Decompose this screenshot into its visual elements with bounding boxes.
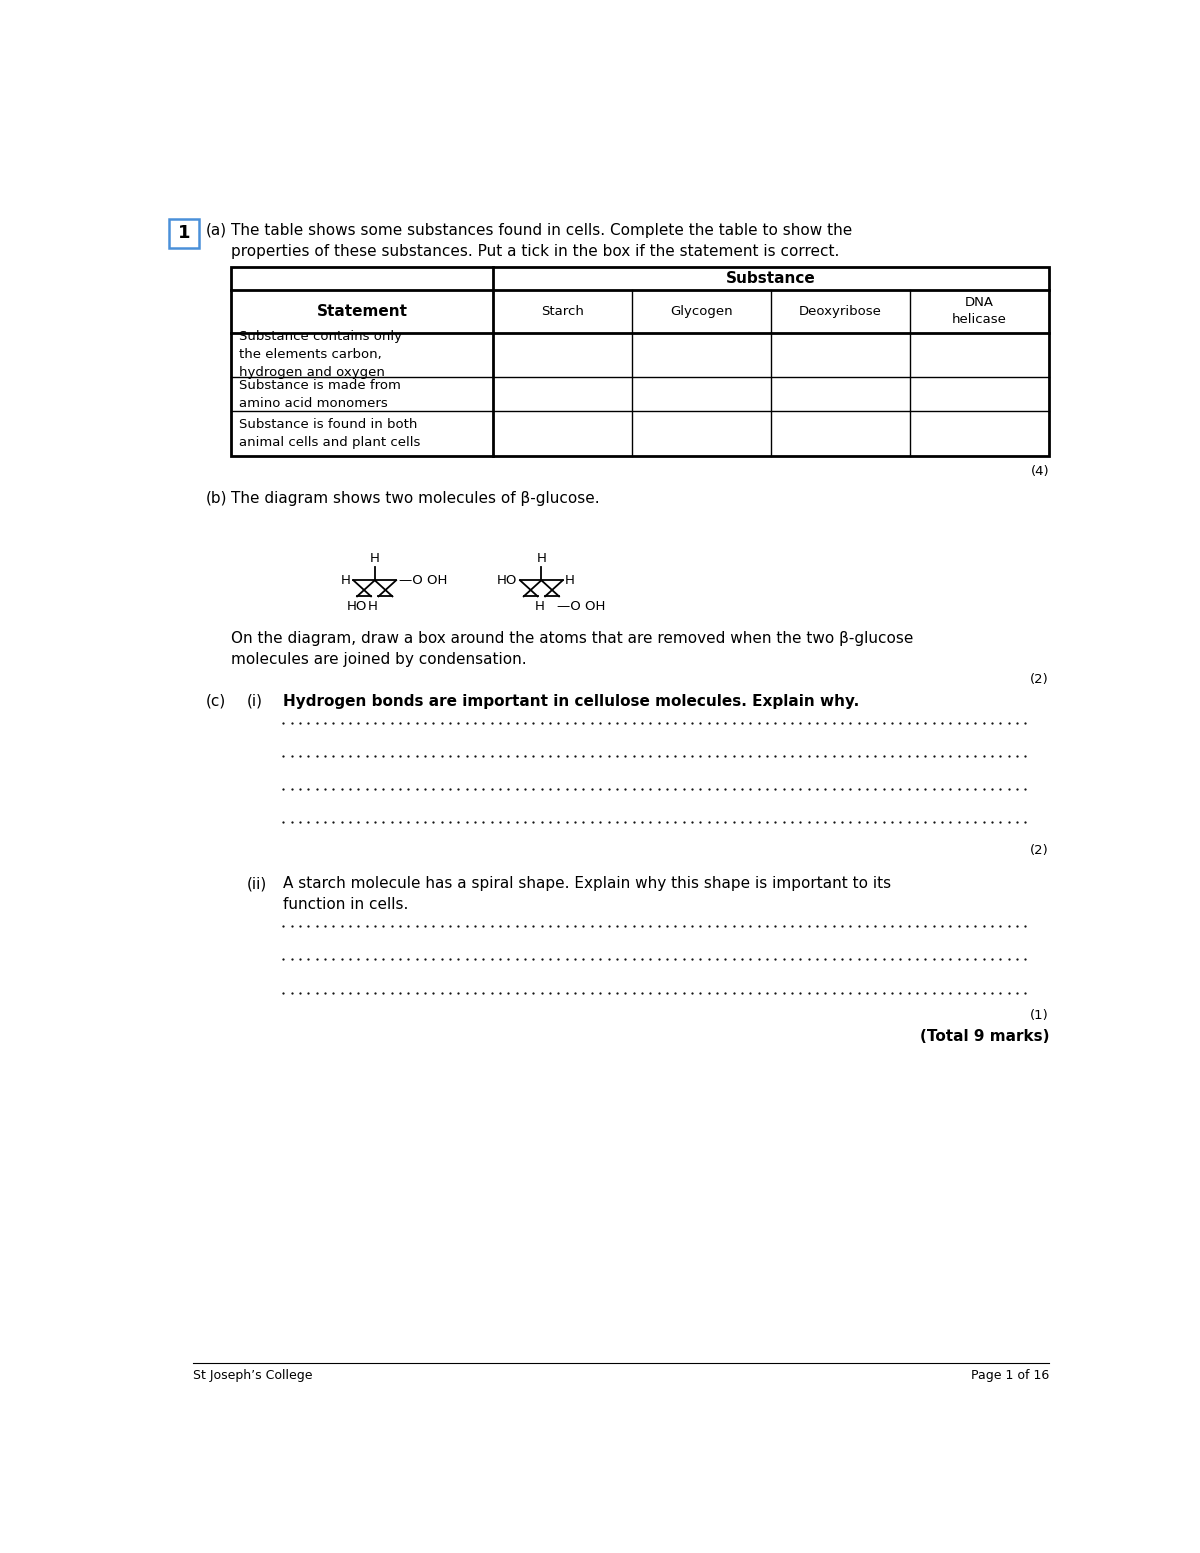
Text: (1): (1) bbox=[1031, 1009, 1049, 1022]
Text: Substance contains only
the elements carbon,
hydrogen and oxygen: Substance contains only the elements car… bbox=[239, 331, 402, 379]
Text: Page 1 of 16: Page 1 of 16 bbox=[971, 1370, 1049, 1382]
Text: Substance: Substance bbox=[726, 272, 816, 286]
Bar bbox=[232, 267, 1049, 457]
Text: H: H bbox=[341, 573, 350, 587]
Text: (b): (b) bbox=[206, 491, 227, 506]
Text: (2): (2) bbox=[1031, 672, 1049, 686]
Text: H: H bbox=[536, 551, 546, 565]
Text: H: H bbox=[370, 551, 379, 565]
Text: Starch: Starch bbox=[541, 304, 584, 318]
Text: (i): (i) bbox=[247, 694, 263, 708]
Text: HO: HO bbox=[497, 573, 517, 587]
Text: Substance is found in both
animal cells and plant cells: Substance is found in both animal cells … bbox=[239, 418, 420, 449]
Text: The table shows some substances found in cells. Complete the table to show the
p: The table shows some substances found in… bbox=[232, 222, 853, 258]
Text: (4): (4) bbox=[1031, 464, 1049, 478]
Text: (2): (2) bbox=[1031, 843, 1049, 857]
Text: Statement: Statement bbox=[317, 304, 408, 318]
Text: On the diagram, draw a box around the atoms that are removed when the two β-gluc: On the diagram, draw a box around the at… bbox=[232, 631, 913, 666]
Text: Glycogen: Glycogen bbox=[670, 304, 733, 318]
Text: —O OH: —O OH bbox=[557, 599, 606, 613]
Text: (a): (a) bbox=[206, 222, 227, 238]
Text: (Total 9 marks): (Total 9 marks) bbox=[919, 1028, 1049, 1044]
Text: Substance is made from
amino acid monomers: Substance is made from amino acid monome… bbox=[239, 379, 401, 410]
Text: DNA
helicase: DNA helicase bbox=[952, 297, 1007, 326]
FancyBboxPatch shape bbox=[169, 219, 199, 248]
Text: HO: HO bbox=[347, 599, 367, 613]
Text: A starch molecule has a spiral shape. Explain why this shape is important to its: A starch molecule has a spiral shape. Ex… bbox=[283, 876, 892, 912]
Text: (c): (c) bbox=[206, 694, 226, 708]
Text: (ii): (ii) bbox=[247, 876, 268, 891]
Text: The diagram shows two molecules of β-glucose.: The diagram shows two molecules of β-glu… bbox=[232, 491, 600, 506]
Text: St Joseph’s College: St Joseph’s College bbox=[193, 1370, 312, 1382]
Text: Hydrogen bonds are important in cellulose molecules. Explain why.: Hydrogen bonds are important in cellulos… bbox=[283, 694, 859, 708]
Text: H: H bbox=[565, 573, 575, 587]
Text: 1: 1 bbox=[178, 224, 191, 242]
Text: —O OH: —O OH bbox=[398, 573, 446, 587]
Text: H: H bbox=[534, 599, 545, 613]
Text: H: H bbox=[368, 599, 378, 613]
Text: Deoxyribose: Deoxyribose bbox=[799, 304, 882, 318]
